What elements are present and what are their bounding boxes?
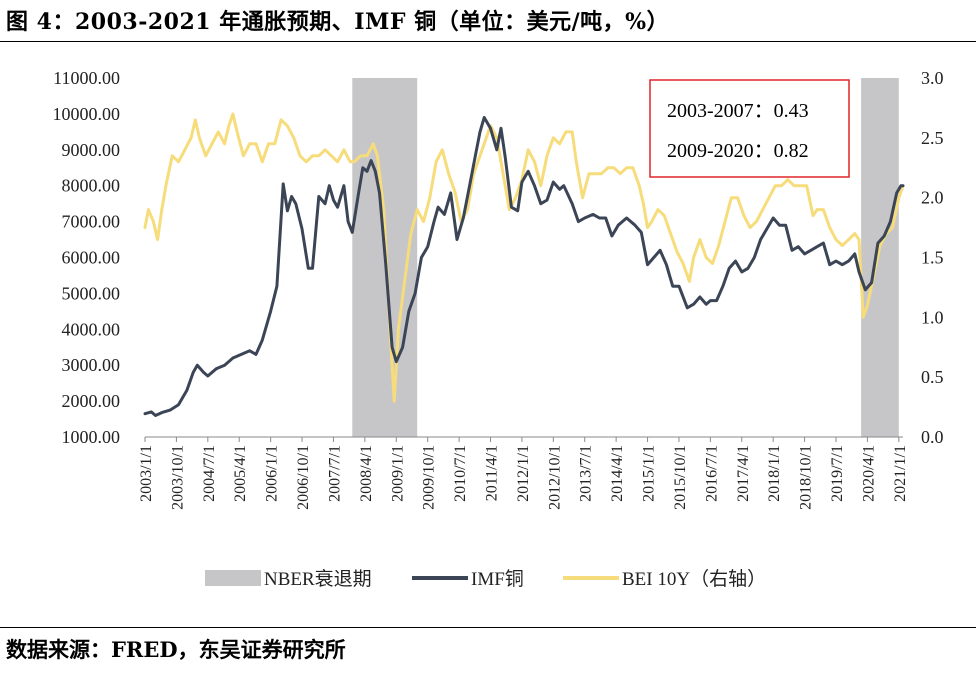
recession-bands: [352, 78, 899, 437]
x-tick-label: 2008/4/1: [358, 445, 375, 502]
source-note: 数据来源：FRED，东吴证券研究所: [6, 637, 346, 662]
y-right-tick-label: 1.5: [921, 248, 944, 268]
annotation-frame: [649, 79, 850, 178]
axes: 1000.00 2000.00 3000.00 4000.00 5000.00 6000.…: [53, 68, 944, 510]
y-left-tick-label: 5000.00: [62, 283, 121, 303]
x-tick-label: 2009/10/1: [421, 445, 438, 510]
y-right-tick-label: 1.0: [921, 307, 944, 327]
y-right-tick-label: 3.0: [921, 68, 944, 88]
y-left-tick-label: 4000.00: [62, 319, 121, 339]
recession-band: [861, 78, 899, 437]
bei-10y-line: [143, 112, 905, 403]
x-tick-label: 2011/4/1: [483, 445, 500, 501]
x-tick-label: 2015/1/1: [641, 445, 658, 502]
x-tick-label: 2013/7/1: [578, 445, 595, 502]
figure-title: 图 4：2003-2021 年通胀预期、IMF 铜（单位：美元/吨，%）: [6, 9, 670, 35]
x-tick-label: 2014/4/1: [609, 445, 626, 502]
y-left-tick-label: 8000.00: [62, 176, 121, 196]
x-tick-label: 2019/7/1: [829, 445, 846, 502]
legend-label: NBER衰退期: [264, 568, 372, 590]
legend-label: BEI 10Y（右轴）: [622, 568, 766, 590]
y-right-tick-label: 0.0: [921, 427, 944, 447]
imf-copper-line: [143, 116, 905, 417]
x-tick-label: 2004/7/1: [201, 445, 218, 502]
y-left-tick-label: 11000.00: [53, 68, 120, 88]
y-left-tick-label: 7000.00: [62, 212, 121, 232]
title-rule: [0, 41, 976, 42]
annotation-box: 2003-2007：0.43 2009-2020：0.82: [649, 79, 850, 178]
annotation-line-1: 2003-2007：0.43: [667, 100, 809, 122]
x-tick-label: 2016/7/1: [703, 445, 720, 502]
x-tick-label: 2018/10/1: [798, 445, 815, 510]
legend: NBER衰退期 IMF铜 BEI 10Y（右轴）: [205, 568, 766, 590]
x-tick-label: 2021/1/1: [892, 445, 909, 502]
x-tick-label: 2018/1/1: [766, 445, 783, 502]
series-lines: [143, 112, 905, 417]
annotation-line-2: 2009-2020：0.82: [667, 140, 809, 162]
legend-swatch-recession: [205, 570, 261, 586]
x-tick-label: 2017/4/1: [735, 445, 752, 502]
y-left-tick-label: 10000.00: [53, 104, 121, 124]
chart: 1000.00 2000.00 3000.00 4000.00 5000.00 6000.…: [53, 68, 944, 590]
x-tick-label: 2003/10/1: [169, 445, 186, 510]
y-left-tick-label: 3000.00: [62, 355, 121, 375]
y-left-tick-label: 6000.00: [62, 248, 121, 268]
y-left-tick-label: 2000.00: [62, 391, 121, 411]
x-tick-label: 2005/4/1: [232, 445, 249, 502]
source-rule: [0, 627, 976, 628]
x-tick-label: 2012/10/1: [546, 445, 563, 510]
x-tick-label: 2006/10/1: [295, 445, 312, 510]
y-left-tick-label: 9000.00: [62, 140, 121, 160]
x-tick-label: 2010/7/1: [452, 445, 469, 502]
y-right-tick-label: 0.5: [921, 367, 944, 387]
x-tick-label: 2012/1/1: [515, 445, 532, 502]
x-tick-label: 2009/1/1: [389, 445, 406, 502]
y-right-tick-label: 2.5: [921, 128, 944, 148]
y-right-tick-label: 2.0: [921, 188, 944, 208]
x-tick-label: 2020/4/1: [860, 445, 877, 502]
x-tick-label: 2007/7/1: [326, 445, 343, 502]
y-left-tick-label: 1000.00: [62, 427, 121, 447]
x-tick-label: 2003/1/1: [138, 445, 155, 502]
x-tick-label: 2015/10/1: [672, 445, 689, 510]
legend-label: IMF铜: [471, 568, 524, 590]
x-tick-label: 2006/1/1: [264, 445, 281, 502]
